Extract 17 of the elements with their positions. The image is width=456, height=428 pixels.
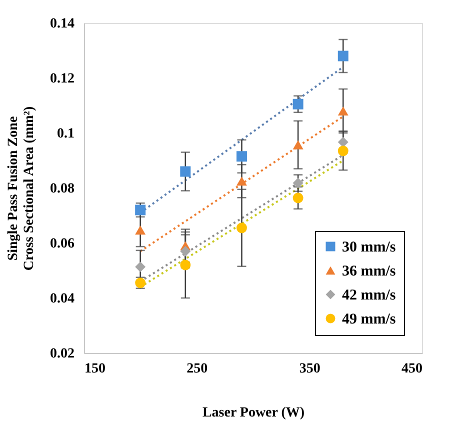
y-tick-label: 0.1 xyxy=(57,126,74,142)
y-tick-label: 0.14 xyxy=(50,16,74,32)
y-tick-label: 0.06 xyxy=(50,236,74,252)
y-tick-label: 0.08 xyxy=(50,182,74,196)
x-tick-label: 150 xyxy=(84,362,106,376)
legend-label: 30 mm/s xyxy=(342,240,396,256)
x-tick-label: 250 xyxy=(186,362,208,376)
x-tick-label: 350 xyxy=(299,362,320,376)
y-axis-title: Single Pass Fusion Zone Cross Sectional Area (mm²) xyxy=(6,106,37,271)
legend-label: 36 mm/s xyxy=(342,264,396,280)
x-tick-label: 450 xyxy=(402,362,422,376)
y-tick-label: 0.12 xyxy=(50,72,74,86)
legend-label: 49 mm/s xyxy=(342,312,396,328)
y-tick-label: 0.02 xyxy=(50,346,74,362)
y-tick-label: 0.04 xyxy=(50,292,74,306)
legend-label: 42 mm/s xyxy=(342,288,396,304)
x-axis-title: Laser Power (W) xyxy=(202,406,305,420)
